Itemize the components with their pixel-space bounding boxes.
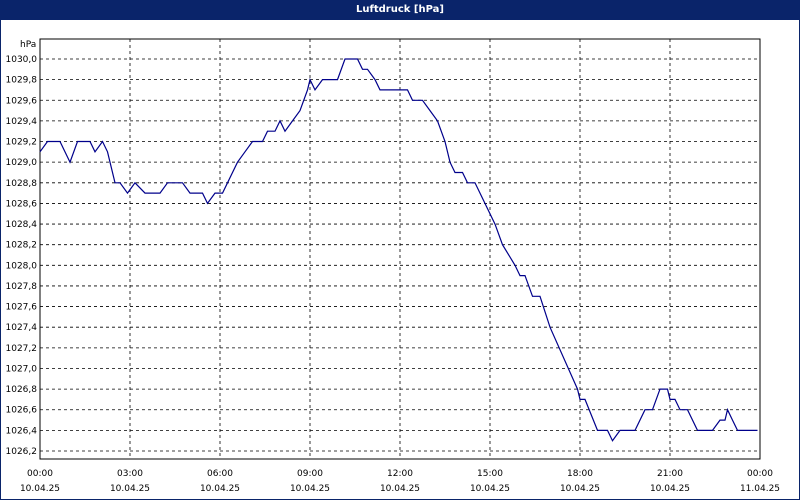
grid-lines	[40, 39, 760, 459]
series-line-luftdruck	[39, 58, 758, 442]
y-tick-label: 1027,4	[6, 323, 38, 333]
x-tick-time: 18:00	[567, 469, 593, 479]
y-tick-labels: 1026,2 1026,4 1026,6 1026,8 1027,0 1027,2 1027…	[6, 55, 38, 457]
y-tick-label: 1028,4	[6, 220, 38, 230]
window-title: Luftdruck [hPa]	[356, 4, 444, 15]
x-tick-time: 12:00	[387, 469, 413, 479]
y-tick-label: 1027,2	[6, 344, 38, 354]
y-tick-label: 1028,8	[6, 179, 38, 189]
x-tick-date: 11.04.25	[740, 484, 780, 494]
x-tick-date: 10.04.25	[470, 484, 510, 494]
y-tick-label: 1028,6	[6, 199, 38, 209]
x-tick-date: 10.04.25	[290, 484, 330, 494]
y-tick-label: 1026,4	[6, 426, 38, 436]
y-tick-label: 1027,0	[6, 364, 38, 374]
y-tick-label: 1026,6	[6, 406, 38, 416]
y-tick-label: 1029,2	[6, 138, 38, 148]
x-tick-date: 10.04.25	[380, 484, 420, 494]
y-tick-label: 1029,0	[6, 158, 38, 168]
y-tick-label: 1028,0	[6, 261, 38, 271]
y-tick-label: 1029,6	[6, 96, 38, 106]
y-tick-label: 1026,2	[6, 447, 38, 457]
x-tick-time: 00:00	[747, 469, 773, 479]
x-tick-time: 00:00	[27, 469, 53, 479]
x-tick-labels: 00:00 10.04.25 03:00 10.04.25 06:00 10.04.25 0…	[20, 469, 780, 494]
y-tick-label: 1027,8	[6, 282, 38, 292]
y-tick-label: 1026,8	[6, 385, 38, 395]
y-tick-label: 1029,4	[6, 117, 38, 127]
window-title-bar: Luftdruck [hPa]	[0, 0, 800, 20]
x-tick-date: 10.04.25	[560, 484, 600, 494]
x-tick-time: 06:00	[207, 469, 233, 479]
x-tick-date: 10.04.25	[650, 484, 690, 494]
y-tick-label: 1027,6	[6, 303, 38, 313]
x-tick-time: 21:00	[657, 469, 683, 479]
x-tick-date: 10.04.25	[110, 484, 150, 494]
y-axis-unit-label: hPa	[20, 40, 36, 50]
x-tick-time: 03:00	[117, 469, 143, 479]
y-tick-label: 1029,8	[6, 76, 38, 86]
x-tick-date: 10.04.25	[20, 484, 60, 494]
x-tick-time: 09:00	[297, 469, 323, 479]
y-tick-label: 1028,2	[6, 241, 38, 251]
x-tick-date: 10.04.25	[200, 484, 240, 494]
y-tick-label: 1030,0	[6, 55, 38, 65]
x-tick-time: 15:00	[477, 469, 503, 479]
